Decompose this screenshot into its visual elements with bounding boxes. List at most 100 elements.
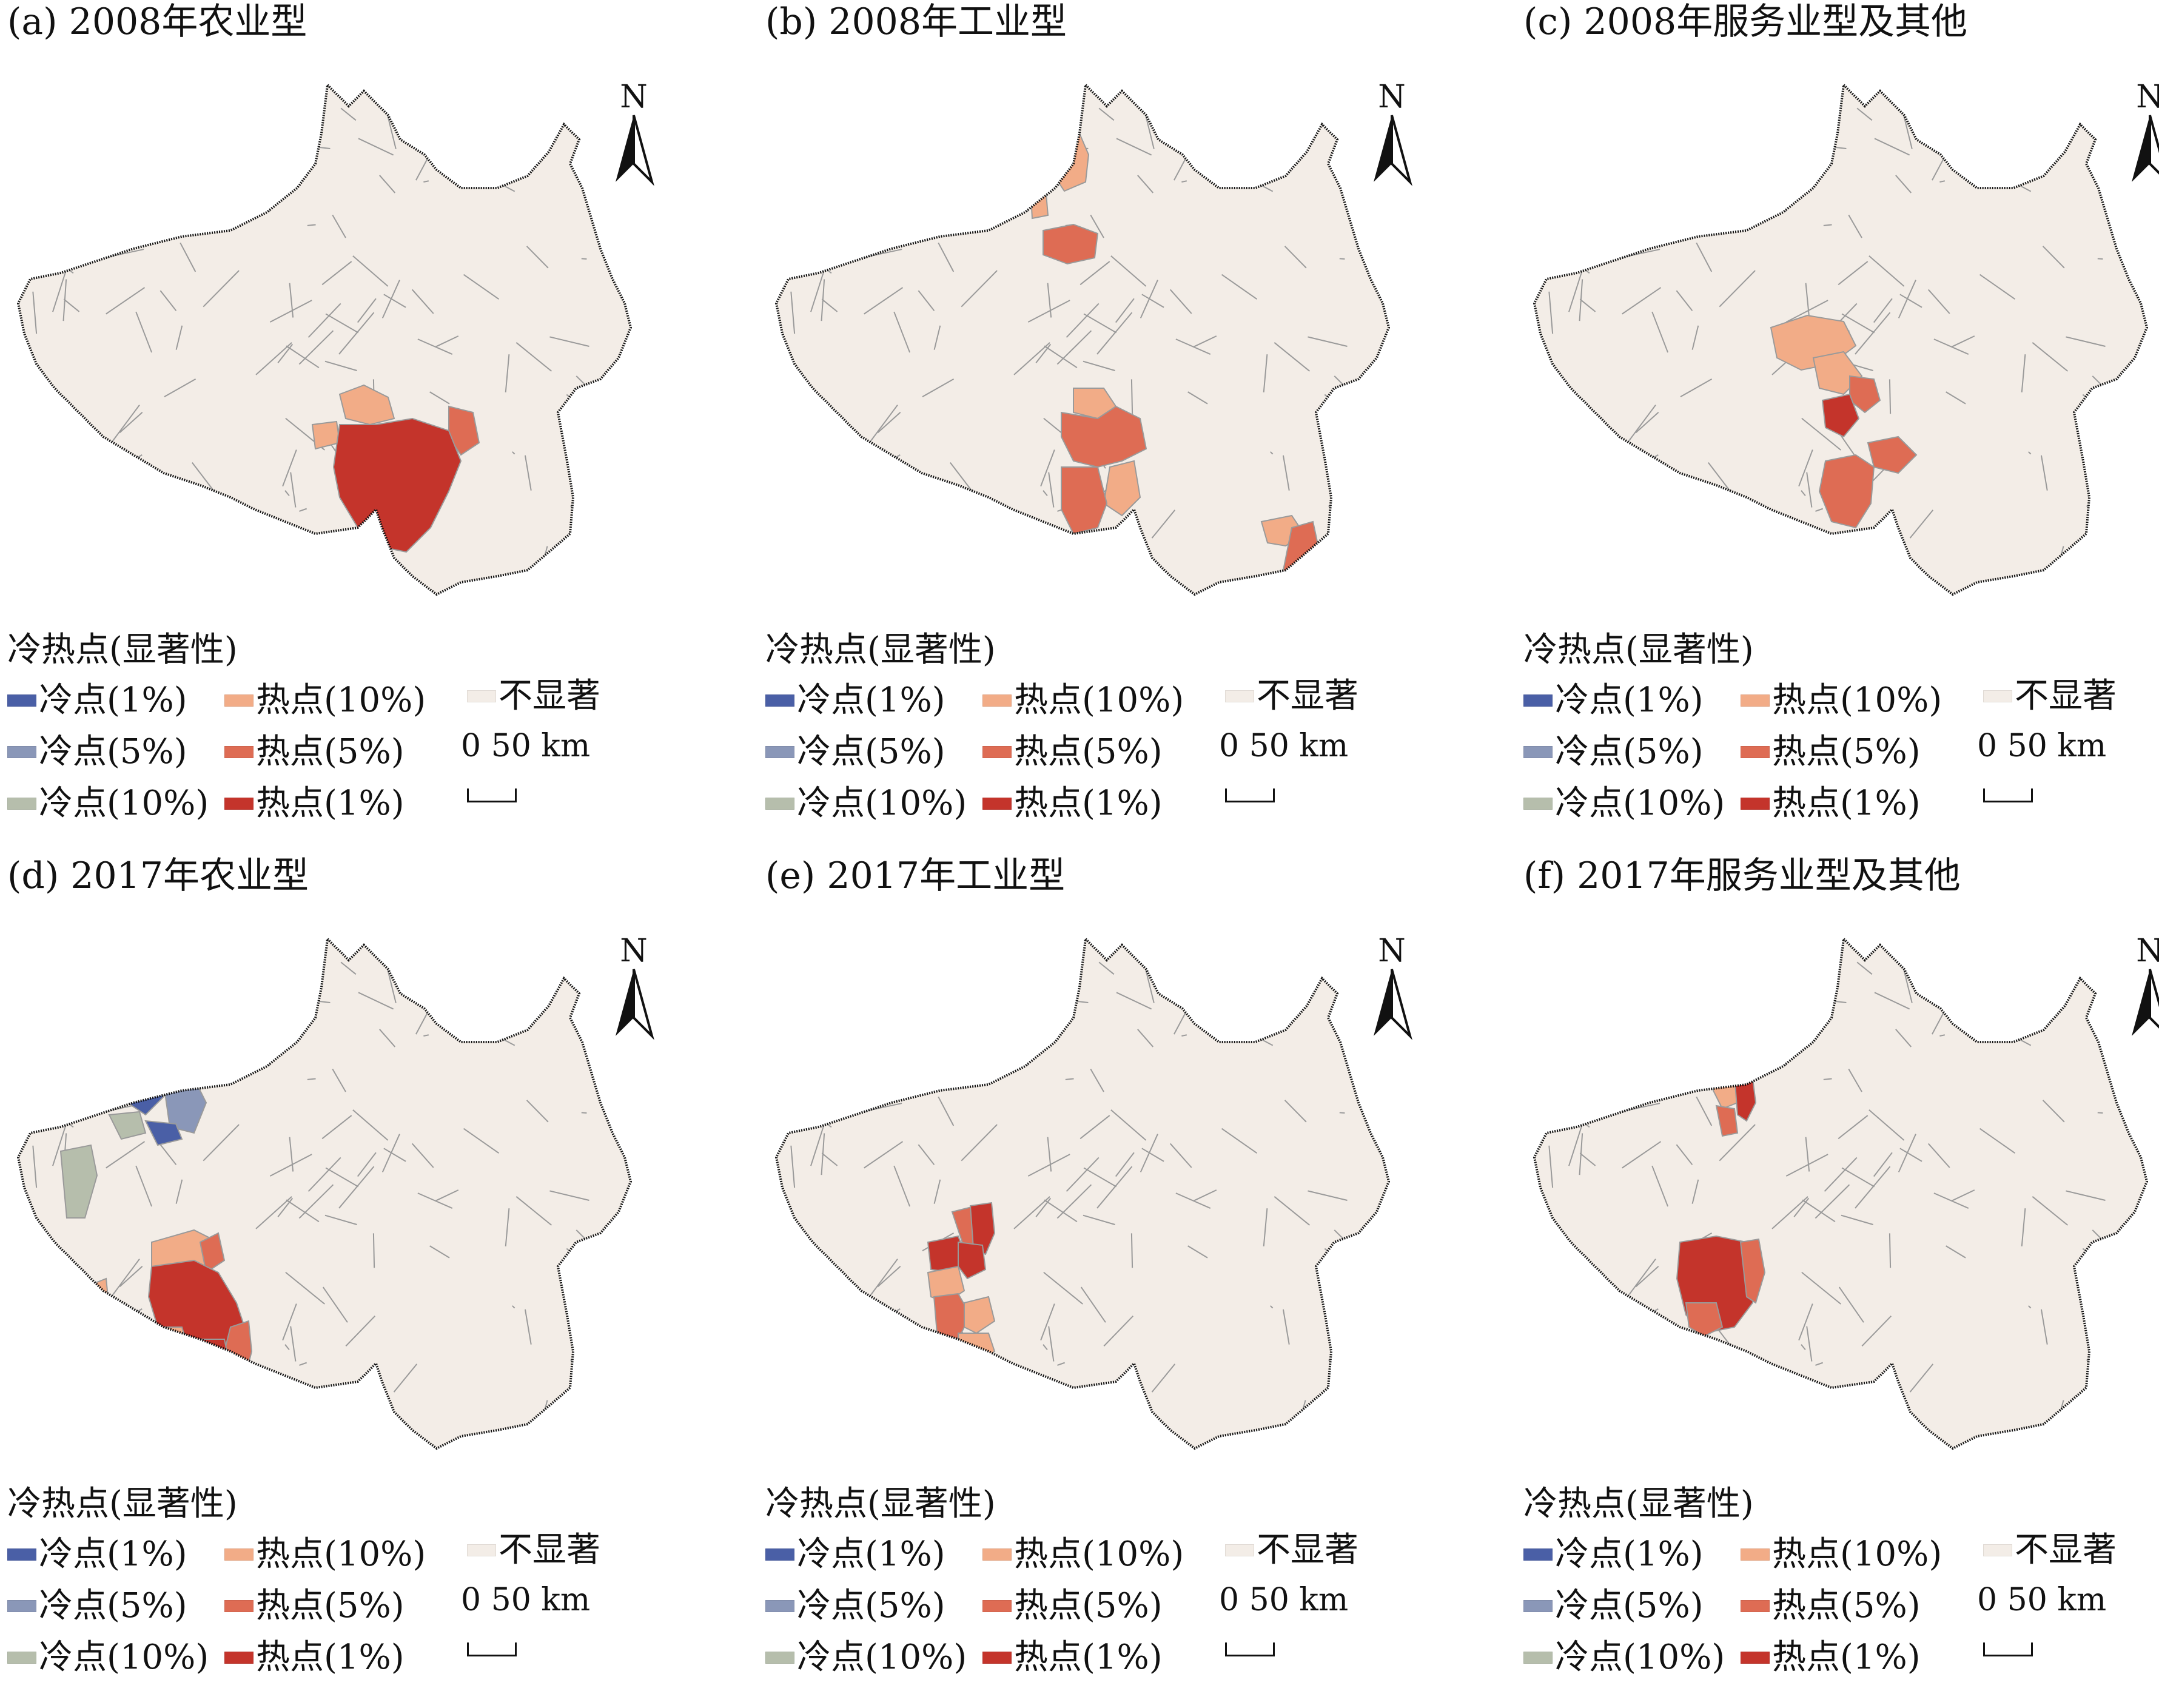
legend-item-hot-10: 热点(10%) — [1741, 1530, 1942, 1579]
legend-item-cold-5: 冷点(5%) — [765, 1582, 945, 1630]
legend-item-hot-5: 热点(5%) — [1741, 1582, 1921, 1630]
legend-swatch — [224, 798, 254, 810]
legend-swatch — [1225, 1544, 1254, 1556]
legend-swatch — [1523, 746, 1553, 758]
legend-swatch — [765, 798, 794, 810]
legend-item-cold-1: 冷点(1%) — [1523, 676, 1704, 725]
region-cold-1 — [156, 1029, 186, 1068]
region-hot-10 — [338, 384, 395, 426]
region-hot-10 — [958, 1333, 996, 1365]
region-cold-5 — [108, 1010, 153, 1049]
region-cold-10 — [145, 968, 183, 1004]
legend-item-cold-1: 冷点(1%) — [1523, 1530, 1704, 1579]
scale-bar: 0 50 km — [1977, 1582, 2106, 1661]
region-hot-5 — [1061, 405, 1147, 468]
legend-swatch — [1741, 746, 1770, 758]
legend-item-hot-1: 热点(1%) — [1741, 1633, 1921, 1682]
legend-label: 热点(10%) — [1014, 681, 1184, 720]
scale-label: 0 50 km — [1977, 728, 2107, 764]
scale-bar: 0 50 km — [461, 728, 590, 807]
legend-item-hot-10: 热点(10%) — [982, 676, 1184, 725]
map-panel-d: (d) 2017年农业型 N 冷热点(显著性) 冷点(1%) 热点(10%) 不… — [0, 854, 758, 1708]
legend-swatch — [1741, 694, 1770, 707]
legend-item-hot-5: 热点(5%) — [224, 1582, 405, 1630]
legend-label: 热点(10%) — [1014, 1535, 1184, 1574]
scale-label: 0 50 km — [1977, 1582, 2107, 1618]
legend-item-cold-1: 冷点(1%) — [7, 676, 187, 725]
legend-swatch — [1523, 1548, 1553, 1561]
legend-label: 冷点(10%) — [797, 1638, 967, 1677]
legend-label: 不显著 — [1257, 1530, 1358, 1570]
region-hot-5 — [1818, 454, 1875, 529]
legend-item-cold-10: 冷点(10%) — [7, 1633, 209, 1682]
legend-swatch — [982, 746, 1012, 758]
legend-label: 冷点(10%) — [1555, 784, 1725, 823]
scale-bar: 0 50 km — [461, 1582, 590, 1661]
legend-label: 不显著 — [2015, 676, 2117, 716]
province-map — [1533, 82, 2149, 596]
legend-title: 冷热点(显著性) — [1523, 630, 1754, 670]
legend-swatch — [1741, 1600, 1770, 1612]
legend-item-hot-5: 热点(5%) — [224, 728, 405, 776]
legend-item-hot-1: 热点(1%) — [224, 1633, 405, 1682]
north-label: N — [2136, 79, 2159, 115]
legend-swatch — [1523, 798, 1553, 810]
legend-label: 不显著 — [499, 676, 600, 716]
legend-swatch — [982, 694, 1012, 707]
province-map — [774, 936, 1391, 1450]
legend-swatch — [7, 746, 36, 758]
legend-swatch — [1741, 798, 1770, 810]
legend-swatch — [765, 1600, 794, 1612]
north-arrow-icon: N — [609, 933, 658, 1040]
map-panel-f: (f) 2017年服务业型及其他 N 冷热点(显著性) 冷点(1%) 热点(10… — [1516, 854, 2159, 1708]
region-hot-5 — [199, 1232, 226, 1274]
legend-item-not-significant: 不显著 — [1225, 672, 1358, 721]
region-hot-5 — [1534, 980, 1560, 1074]
legend-label: 热点(5%) — [256, 1586, 405, 1626]
legend-label: 冷点(10%) — [1555, 1638, 1725, 1677]
legend-item-cold-5: 冷点(5%) — [7, 728, 187, 776]
scale-line — [1983, 1642, 2033, 1656]
north-label: N — [1378, 79, 1406, 115]
hotspot-regions — [1534, 980, 1766, 1337]
panel-title: (a) 2008年农业型 — [7, 1, 307, 43]
province-map — [16, 82, 633, 596]
legend-swatch — [982, 1548, 1012, 1561]
legend-swatch — [224, 1652, 254, 1664]
legend-label: 热点(1%) — [1014, 784, 1163, 823]
scale-line — [1225, 1642, 1275, 1656]
legend-label: 热点(5%) — [1772, 1586, 1921, 1626]
legend-item-cold-10: 冷点(10%) — [7, 779, 209, 828]
north-label: N — [1378, 933, 1406, 969]
legend-swatch — [224, 746, 254, 758]
legend-swatch — [1741, 1548, 1770, 1561]
legend-item-hot-1: 热点(1%) — [982, 779, 1163, 828]
region-hot-5 — [1043, 223, 1099, 265]
hotspot-regions — [1770, 314, 1918, 529]
legend-swatch — [224, 1548, 254, 1561]
legend-label: 不显著 — [1257, 676, 1358, 716]
legend-item-hot-1: 热点(1%) — [982, 1633, 1163, 1682]
north-label: N — [620, 933, 648, 969]
legend-label: 冷点(10%) — [39, 1638, 209, 1677]
legend-item-not-significant: 不显著 — [467, 1526, 600, 1575]
scale-line — [467, 1642, 517, 1656]
map-panel-e: (e) 2017年工业型 N 冷热点(显著性) 冷点(1%) 热点(10%) 不… — [758, 854, 1516, 1708]
legend-swatch — [765, 746, 794, 758]
legend-swatch — [765, 1652, 794, 1664]
legend-swatch — [224, 1600, 254, 1612]
legend-swatch — [1983, 1544, 2012, 1556]
scale-label: 0 50 km — [461, 728, 591, 764]
legend-item-hot-10: 热点(10%) — [1741, 676, 1942, 725]
legend-item-not-significant: 不显著 — [1983, 1526, 2117, 1575]
region-cold-10 — [59, 1144, 98, 1219]
province-map — [774, 82, 1391, 596]
legend-swatch — [982, 798, 1012, 810]
legend-swatch — [224, 694, 254, 707]
north-label: N — [620, 79, 648, 115]
legend-label: 热点(5%) — [1014, 732, 1163, 772]
scale-label: 0 50 km — [1219, 728, 1349, 764]
map-panel-b: (b) 2008年工业型 N 冷热点(显著性) 冷点(1%) 热点(10%) 不… — [758, 0, 1516, 854]
scale-line — [1225, 788, 1275, 802]
legend-swatch — [467, 690, 496, 702]
